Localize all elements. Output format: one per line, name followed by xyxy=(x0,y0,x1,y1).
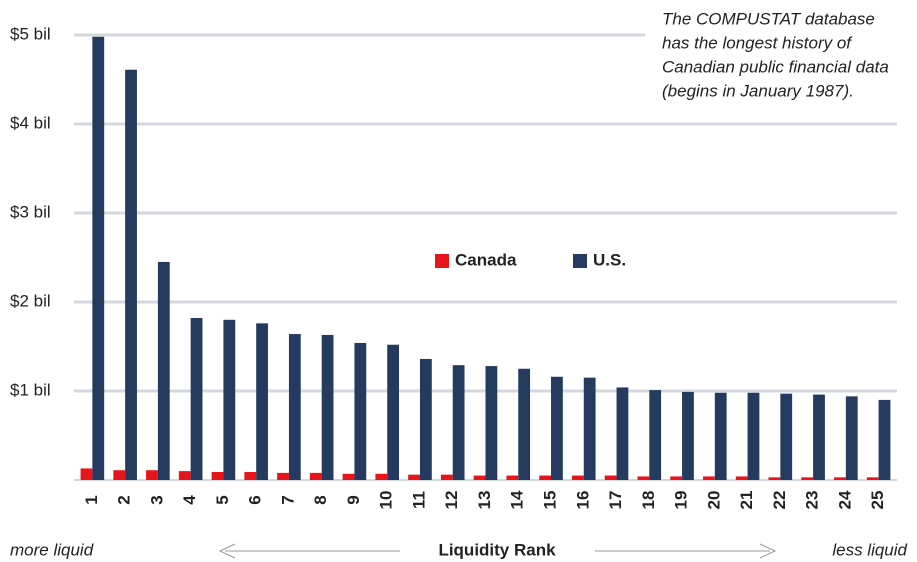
bar xyxy=(113,470,126,480)
bar xyxy=(878,399,891,480)
bar xyxy=(440,474,453,480)
legend-label: Canada xyxy=(455,250,517,269)
bar xyxy=(834,477,846,480)
legend-swatch xyxy=(573,254,587,268)
x-tick-label: 15 xyxy=(541,491,560,510)
arrow-right-head xyxy=(759,543,777,559)
x-tick-label: 23 xyxy=(803,491,822,510)
bar xyxy=(583,377,596,480)
x-tick-label: 3 xyxy=(147,495,166,504)
bar xyxy=(866,477,879,480)
x-tick-label: 12 xyxy=(442,491,461,510)
bar xyxy=(288,334,301,480)
bar xyxy=(801,477,814,480)
annotation: The COMPUSTAT database xyxy=(662,9,875,28)
bar xyxy=(387,344,400,480)
x-tick-label: 13 xyxy=(475,491,494,510)
bar xyxy=(571,475,584,480)
bar xyxy=(485,366,498,480)
legend-label: U.S. xyxy=(593,250,626,269)
x-tick-label: 6 xyxy=(246,495,265,504)
x-axis-label: Liquidity Rank xyxy=(438,540,556,559)
x-tick-label: 8 xyxy=(311,495,330,504)
x-tick-label: 11 xyxy=(409,491,428,509)
bar xyxy=(452,365,465,480)
bar xyxy=(354,342,367,480)
bar xyxy=(419,358,432,480)
bar xyxy=(125,69,137,481)
y-tick-label: $5 bil xyxy=(10,24,51,43)
x-tick-label: 18 xyxy=(639,491,658,510)
x-tick-label: 1 xyxy=(82,495,101,504)
bar xyxy=(637,476,650,480)
bar xyxy=(768,477,781,480)
bar xyxy=(670,476,683,480)
arrow-left-head xyxy=(218,543,236,559)
bar xyxy=(178,471,191,480)
bar xyxy=(518,368,531,480)
bar xyxy=(682,391,694,480)
bar xyxy=(813,394,825,480)
x-tick-label: 5 xyxy=(213,495,232,504)
bar xyxy=(92,36,105,480)
bar xyxy=(780,393,793,480)
bar xyxy=(735,476,748,480)
legend-swatch xyxy=(435,254,449,268)
bar xyxy=(342,473,355,480)
annotation: Canadian public financial data xyxy=(662,57,889,76)
bar xyxy=(321,334,334,480)
bar xyxy=(604,475,617,480)
bar xyxy=(211,471,224,480)
x-tick-label: 20 xyxy=(704,491,723,510)
bar xyxy=(80,468,93,480)
annotation: has the longest history of xyxy=(662,33,853,52)
bar xyxy=(256,323,268,480)
x-axis-label-right: less liquid xyxy=(832,540,907,559)
x-tick-label: 2 xyxy=(115,495,134,504)
bar xyxy=(223,319,236,480)
bar xyxy=(506,475,519,480)
bar xyxy=(616,387,629,480)
bar xyxy=(714,392,727,480)
y-tick-label: $4 bil xyxy=(10,113,51,132)
bar xyxy=(747,392,760,480)
x-tick-label: 9 xyxy=(344,495,363,504)
x-axis-label-left: more liquid xyxy=(10,540,94,559)
y-tick-label: $3 bil xyxy=(10,202,51,221)
x-tick-label: 21 xyxy=(737,491,756,510)
bar xyxy=(408,474,420,480)
x-tick-label: 4 xyxy=(180,495,199,505)
x-tick-label: 19 xyxy=(672,491,691,510)
bar xyxy=(473,475,486,480)
bar xyxy=(539,475,552,480)
y-tick-label: $1 bil xyxy=(10,380,51,399)
x-tick-label: 22 xyxy=(770,491,789,510)
annotation-bg xyxy=(645,6,917,106)
x-tick-label: 17 xyxy=(606,491,625,510)
bar xyxy=(146,470,158,480)
bar xyxy=(190,318,203,480)
x-tick-label: 16 xyxy=(573,491,592,510)
bar xyxy=(157,261,170,480)
x-tick-label: 10 xyxy=(377,491,396,510)
bar xyxy=(551,376,563,480)
bar xyxy=(244,471,257,480)
bar xyxy=(703,476,715,480)
y-tick-label: $2 bil xyxy=(10,291,51,310)
bar xyxy=(649,390,662,480)
annotation: (begins in January 1987). xyxy=(662,81,854,100)
bar xyxy=(375,473,388,480)
bar xyxy=(845,396,858,480)
bar xyxy=(277,472,289,480)
x-tick-label: 24 xyxy=(835,490,854,509)
x-tick-label: 25 xyxy=(868,491,887,510)
x-tick-label: 7 xyxy=(278,495,297,504)
bar xyxy=(309,472,322,480)
x-tick-label: 14 xyxy=(508,490,527,509)
